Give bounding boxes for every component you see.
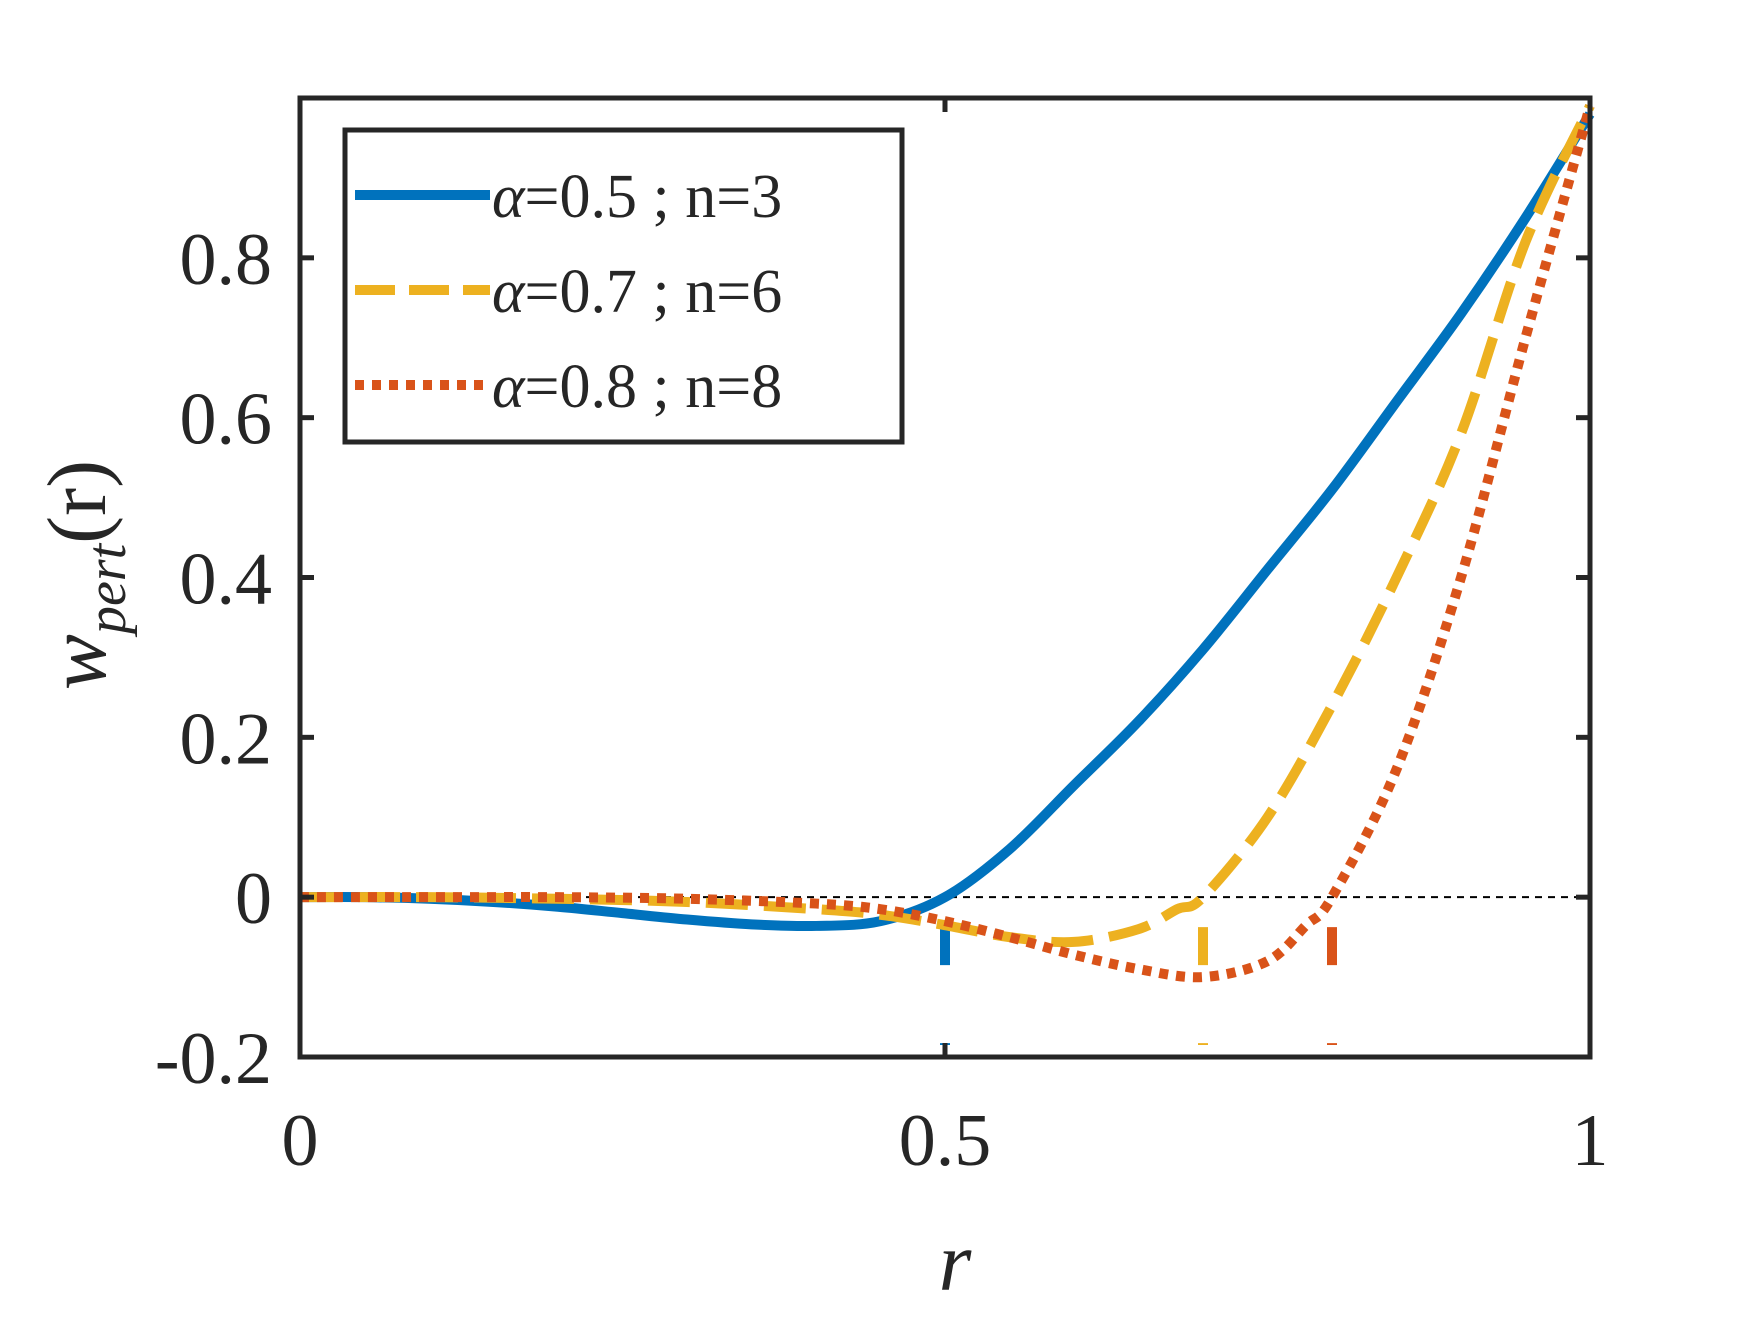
series-line-1 (299, 111, 1595, 932)
legend-text-series-1: =0.5 ; n=3 (525, 163, 783, 231)
legend-label-series-1: α=0.5 ; n=3 (492, 163, 782, 231)
x-tick-label: 1 (1572, 1100, 1609, 1182)
y-axis-label-main: w (31, 634, 124, 690)
legend-label-series-2: α=0.7 ; n=6 (492, 258, 782, 326)
y-axis-label-subscript: pert (76, 542, 138, 638)
legend: α=0.5 ; n=3 α=0.7 ; n=6 α=0.8 ; n=8 (342, 127, 905, 445)
y-axis-label-suffix: (r) (31, 460, 124, 544)
legend-label-series-3: α=0.8 ; n=8 (492, 353, 782, 421)
series-line-3 (299, 104, 1595, 983)
series-layer (299, 103, 1595, 983)
legend-text-series-3: =0.8 ; n=8 (525, 353, 783, 421)
x-tick-label: 0 (282, 1100, 319, 1182)
series-line-2 (299, 103, 1595, 948)
legend-alpha-series-3: α (492, 353, 526, 421)
tick-layer: 0 0.5 1-0.200.20.40.60.8 (155, 98, 1609, 1182)
legend-alpha-series-2: α (492, 258, 526, 326)
y-tick-label: 0.6 (180, 379, 273, 461)
y-tick-label: 0 (235, 858, 272, 940)
y-tick-label: 0.8 (180, 219, 273, 301)
legend-text-series-2: =0.7 ; n=6 (525, 258, 783, 326)
x-axis-label: r (939, 1216, 972, 1309)
y-axis-label: wpert(r) (31, 460, 138, 690)
marker-layer (940, 927, 1337, 1045)
x-tick-label: 0.5 (899, 1100, 992, 1182)
y-tick-label: 0.2 (180, 698, 273, 780)
y-tick-label: -0.2 (155, 1018, 272, 1100)
y-tick-label: 0.4 (180, 539, 273, 621)
legend-alpha-series-1: α (492, 163, 526, 231)
